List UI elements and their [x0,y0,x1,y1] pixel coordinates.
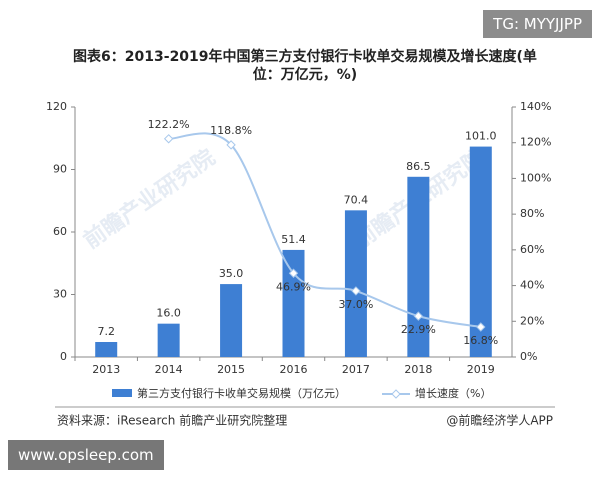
bar-value-label: 35.0 [219,267,244,280]
bar-value-label: 86.5 [406,160,431,173]
bar [407,176,430,357]
y2-tick-label: 100% [520,171,551,184]
line-value-label: 46.9% [276,280,311,293]
x-tick-label: 2018 [404,363,432,376]
line-value-label: 122.2% [148,118,190,131]
y-tick-label: 0 [60,350,67,363]
growth-marker [226,140,236,150]
legend-swatch [112,389,132,397]
y2-tick-label: 120% [520,136,551,149]
x-tick-label: 2015 [217,363,245,376]
line-value-label: 16.8% [463,334,498,347]
top-tag: TG: MYYJJPP [483,10,592,38]
legend-marker [391,389,401,399]
bar [220,284,243,357]
growth-marker [413,311,424,321]
y-tick-label: 120 [46,100,67,113]
bar [95,342,118,357]
y-tick-label: 60 [53,225,67,238]
line-value-label: 37.0% [338,298,373,311]
bar-value-label: 7.2 [97,325,115,338]
y-tick-label: 30 [53,288,67,301]
bar [157,323,180,357]
x-tick-label: 2017 [342,363,370,376]
bar-value-label: 101.0 [465,130,497,143]
y2-tick-label: 0% [520,350,537,363]
growth-marker [163,134,174,144]
y2-tick-label: 60% [520,243,544,256]
chart-title: 图表6：2013-2019年中国第三方支付银行卡收单交易规模及增长速度(单位：万… [73,49,537,83]
y2-tick-label: 140% [520,100,551,113]
source: 资料来源：iResearch 前瞻产业研究院整理 [57,413,287,428]
legend-label: 增长速度（%） [415,386,491,400]
bar [344,210,367,357]
bar-value-label: 16.0 [156,307,181,320]
legend-label: 第三方支付银行卡收单交易规模（万亿元） [137,386,346,400]
x-tick-label: 2016 [280,363,308,376]
y-tick-label: 90 [53,163,67,176]
bar-value-label: 51.4 [281,233,306,246]
x-tick-label: 2014 [155,363,183,376]
growth-marker [351,286,361,296]
credit: @前瞻经济学人APP [446,413,553,428]
bar [469,146,492,357]
y2-tick-label: 40% [520,279,544,292]
line-value-label: 22.9% [401,323,436,336]
x-tick-label: 2019 [467,363,495,376]
y2-tick-label: 20% [520,314,544,327]
y2-tick-label: 80% [520,207,544,220]
line-value-label: 118.8% [210,124,252,137]
x-tick-label: 2013 [92,363,120,376]
bar [282,249,305,357]
growth-marker [476,322,486,332]
growth-marker [288,268,299,278]
bar-value-label: 70.4 [344,193,369,206]
watermark: 前瞻产业研究院 [79,144,220,254]
bottom-tag: www.opsleep.com [8,440,164,470]
